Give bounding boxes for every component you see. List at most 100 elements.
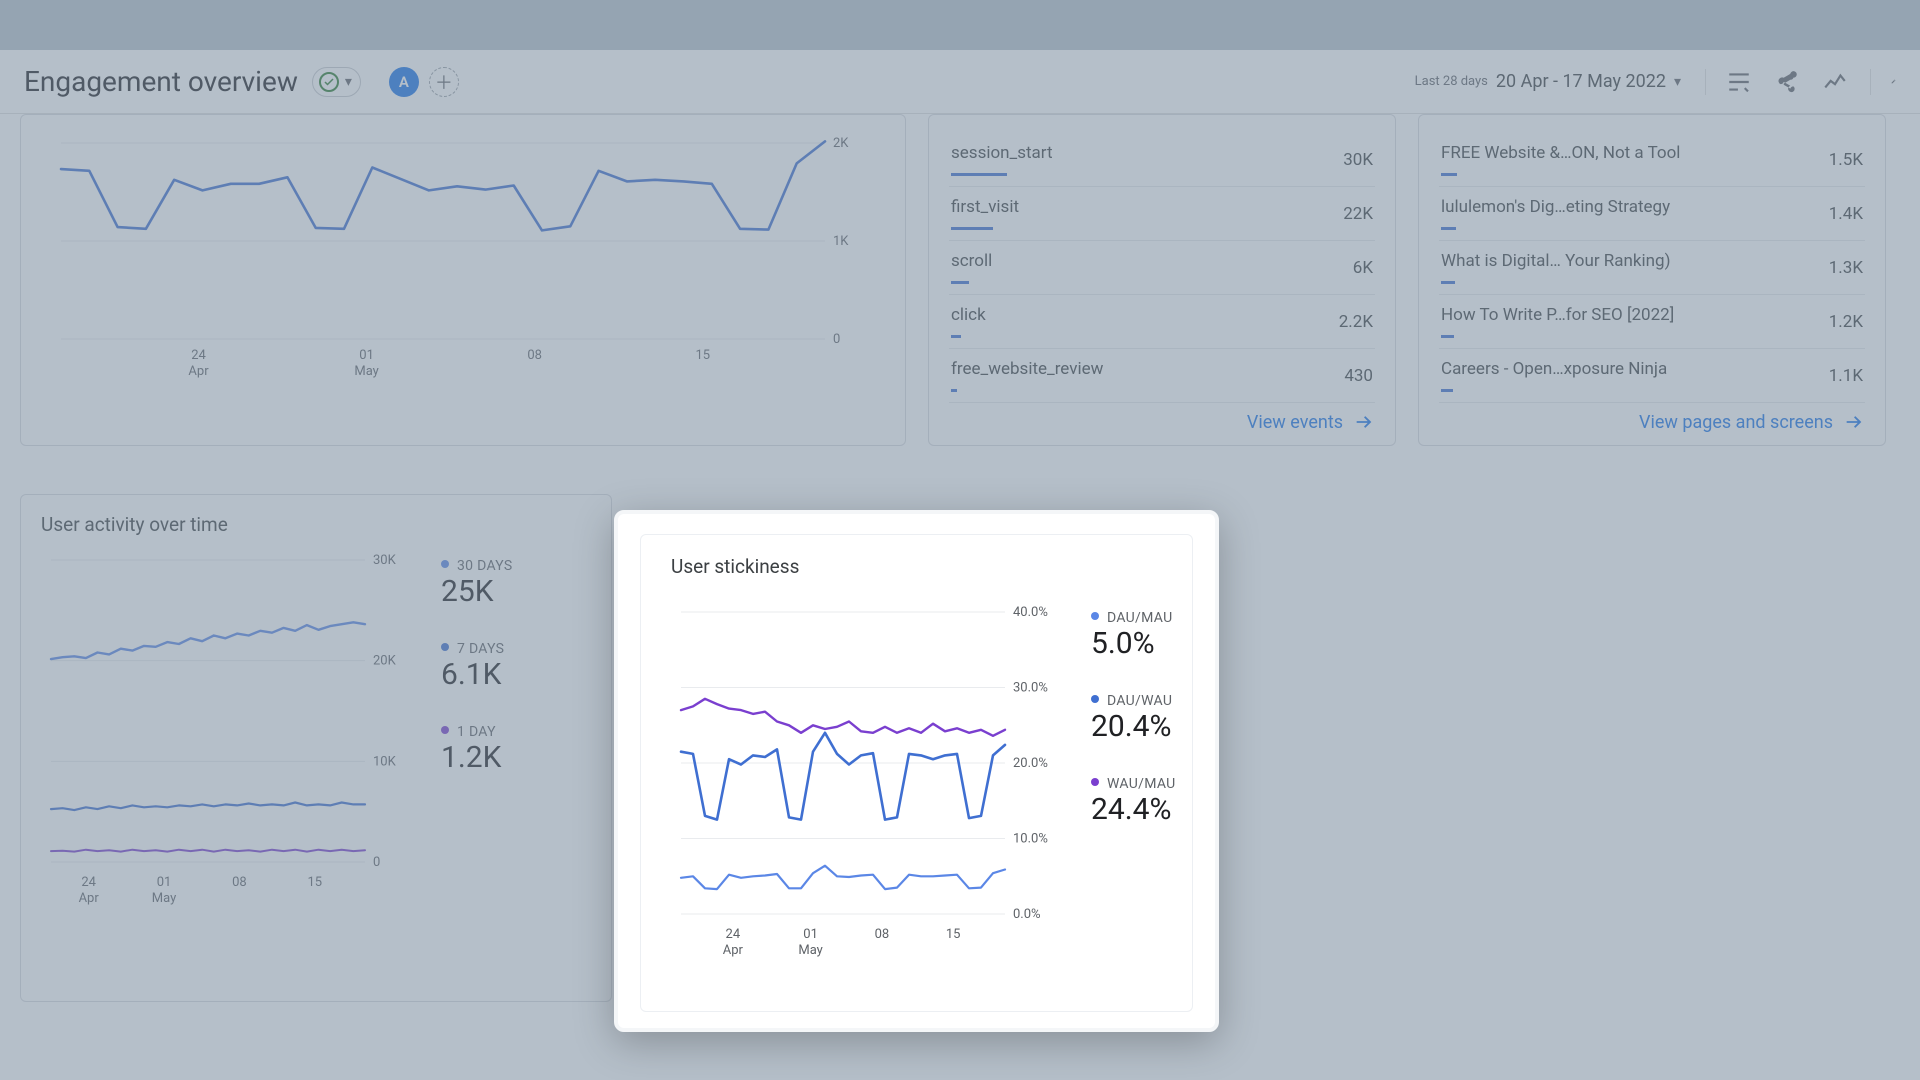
verified-chip[interactable]: ▾ [312,67,361,97]
arrow-right-icon [1843,411,1865,433]
list-item-label: first_visit [951,197,1019,217]
list-item-bar [1441,227,1456,230]
list-item[interactable]: What is Digital… Your Ranking) 1.3K [1439,241,1865,295]
page-title: Engagement overview [24,65,298,98]
svg-text:01: 01 [359,348,374,363]
svg-text:0: 0 [373,855,380,870]
list-item-bar [951,281,969,284]
avatar[interactable]: A [389,67,419,97]
date-range-value: 20 Apr - 17 May 2022 [1496,71,1666,92]
user-stickiness-card: User stickiness 40.0%30.0%20.0%10.0%0.0%… [614,510,1219,1032]
list-item-label: What is Digital… Your Ranking) [1441,251,1671,271]
list-item-bar [951,389,957,392]
row-1: 2K1K024Apr01May0815 session_start30Kfirs… [0,114,1920,446]
engagement-line-chart: 2K1K024Apr01May0815 [41,133,885,383]
svg-text:15: 15 [695,348,710,363]
legend-item: 30 DAYS25K [441,558,591,609]
list-item-value: 1.1K [1829,366,1863,386]
list-item-label: free_website_review [951,359,1103,379]
list-item-bar [1441,389,1453,392]
share-icon[interactable] [1774,69,1800,95]
list-item-value: 1.5K [1829,150,1863,170]
list-item-bar [1441,281,1455,284]
svg-text:24: 24 [191,348,206,363]
legend-item: DAU/WAU20.4% [1091,693,1211,744]
svg-text:24: 24 [726,927,741,942]
view-pages-label: View pages and screens [1639,412,1833,433]
list-item[interactable]: free_website_review 430 [949,349,1375,403]
svg-text:Apr: Apr [188,364,209,379]
list-item-bar [1441,335,1454,338]
list-item-label: lululemon's Dig…eting Strategy [1441,197,1670,217]
list-item-bar [1441,173,1457,176]
svg-text:0: 0 [833,332,840,347]
list-item[interactable]: scroll 6K [949,241,1375,295]
user-stickiness-title: User stickiness [671,555,1170,578]
list-item[interactable]: How To Write P…for SEO [2022]1.2K [1439,295,1865,349]
list-item[interactable]: lululemon's Dig…eting Strategy 1.4K [1439,187,1865,241]
svg-text:0.0%: 0.0% [1013,907,1041,922]
list-item-label: session_start [951,143,1053,163]
svg-text:20K: 20K [373,654,397,669]
list-item-label: scroll [951,251,992,271]
list-item[interactable]: first_visit 22K [949,187,1375,241]
events-rows: session_start 30K first_visit 22K scroll 6K cl… [949,133,1375,403]
list-item-bar [951,227,993,230]
list-item[interactable]: click2.2K [949,295,1375,349]
svg-text:30.0%: 30.0% [1013,681,1048,696]
list-item-value: 6K [1353,258,1373,278]
svg-text:2K: 2K [833,136,849,151]
list-item[interactable]: session_start 30K [949,133,1375,187]
legend-item: 1 DAY1.2K [441,724,591,775]
user-activity-title: User activity over time [41,513,591,536]
add-button[interactable]: ＋ [429,67,459,97]
chevron-down-icon: ▾ [345,74,352,90]
svg-text:1K: 1K [833,234,849,249]
edit-icon[interactable] [1870,69,1896,95]
svg-text:20.0%: 20.0% [1013,756,1048,771]
svg-text:May: May [152,891,176,906]
list-item[interactable]: Careers - Open…xposure Ninja 1.1K [1439,349,1865,403]
list-item-value: 1.4K [1829,204,1863,224]
svg-text:08: 08 [232,875,247,890]
svg-text:30K: 30K [373,553,397,568]
view-pages-link[interactable]: View pages and screens [1639,411,1865,433]
list-item[interactable]: FREE Website &…ON, Not a Tool 1.5K [1439,133,1865,187]
svg-text:01: 01 [157,875,172,890]
user-stickiness-chart: 40.0%30.0%20.0%10.0%0.0%24Apr01May0815 [671,602,1071,962]
user-activity-legend: 30 DAYS25K 7 DAYS6.1K 1 DAY1.2K [441,550,591,910]
legend-item: 7 DAYS6.1K [441,641,591,692]
svg-text:Apr: Apr [79,891,100,906]
legend-item: WAU/MAU24.4% [1091,776,1211,827]
svg-text:01: 01 [803,927,818,942]
arrow-right-icon [1353,411,1375,433]
svg-text:10.0%: 10.0% [1013,832,1048,847]
view-events-link[interactable]: View events [1247,411,1375,433]
view-events-label: View events [1247,412,1343,433]
list-item-value: 30K [1343,150,1373,170]
list-item-value: 1.3K [1829,258,1863,278]
svg-text:24: 24 [81,875,96,890]
list-item-bar [951,173,1007,176]
events-card: session_start 30K first_visit 22K scroll 6K cl… [928,114,1396,446]
list-item-label: Careers - Open…xposure Ninja [1441,359,1667,379]
list-item-value: 430 [1344,366,1373,386]
date-range[interactable]: Last 28 days 20 Apr - 17 May 2022 ▾ [1415,71,1681,92]
svg-text:08: 08 [875,927,890,942]
list-item-value: 22K [1343,204,1373,224]
date-range-label: Last 28 days [1415,74,1488,89]
engagement-chart-card: 2K1K024Apr01May0815 [20,114,906,446]
insights-icon[interactable] [1822,69,1848,95]
list-item-label: FREE Website &…ON, Not a Tool [1441,143,1680,163]
check-icon [319,72,339,92]
svg-text:15: 15 [307,875,322,890]
user-activity-card: User activity over time 30K 20K 10K 0 24Apr 0… [20,494,612,1002]
legend-item: DAU/MAU5.0% [1091,610,1211,661]
user-activity-chart: 30K 20K 10K 0 24Apr 01May 08 15 [41,550,421,910]
chevron-down-icon: ▾ [1674,74,1681,90]
customize-icon[interactable] [1726,69,1752,95]
pages-card: FREE Website &…ON, Not a Tool 1.5K lululem… [1418,114,1886,446]
list-item-label: How To Write P…for SEO [2022] [1441,305,1674,325]
svg-text:10K: 10K [373,754,397,769]
pages-rows: FREE Website &…ON, Not a Tool 1.5K lululem… [1439,133,1865,403]
